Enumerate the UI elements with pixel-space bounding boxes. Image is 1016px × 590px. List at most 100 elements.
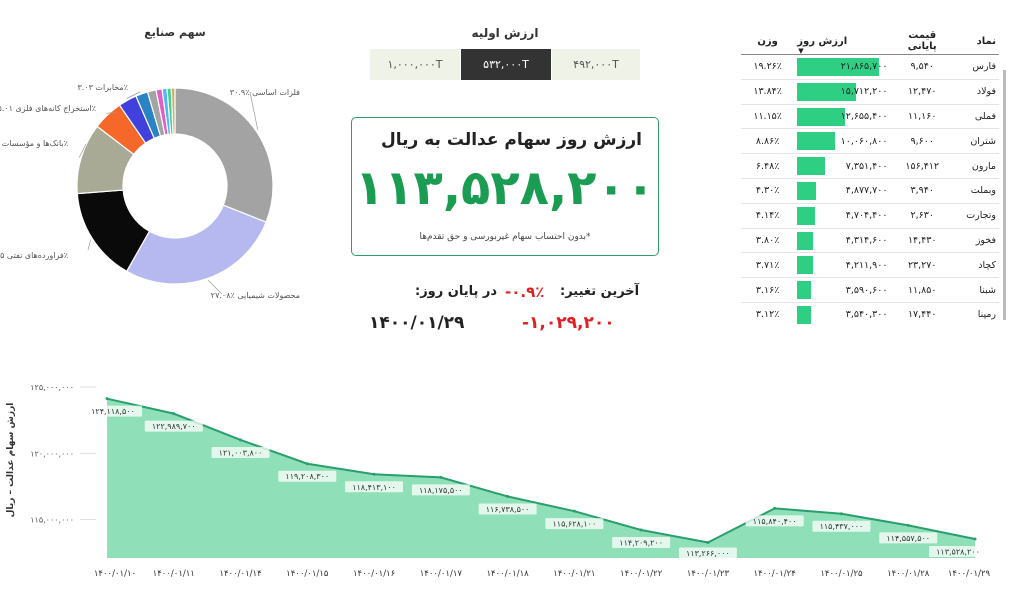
- x-tick-label: ۱۴۰۰/۰۱/۲۳: [687, 569, 730, 579]
- weight-cell: ۸.۸۶٪: [741, 128, 795, 155]
- initial-option-1000000[interactable]: ۱,۰۰۰,۰۰۰T: [370, 49, 460, 80]
- table-row[interactable]: فولاد ۱۲,۴۷۰ ۱۵,۷۱۲,۲۰۰ ۱۳.۸۴٪: [741, 79, 999, 105]
- data-point[interactable]: [439, 475, 443, 479]
- day-value-cell: ۴,۷۰۴,۴۰۰: [794, 203, 891, 229]
- card-title: ارزش روز سهام عدالت به ریال: [380, 130, 642, 150]
- area-fill: [107, 398, 975, 558]
- data-label-bg: [278, 470, 337, 482]
- data-label-bg: [345, 481, 404, 493]
- sort-descending-icon: ▼: [798, 47, 804, 55]
- day-value-bar: [797, 305, 811, 324]
- day-value-text: ۴,۳۱۴,۶۰۰: [845, 234, 888, 246]
- day-value-text: ۲۱,۸۶۵,۷۰۰: [840, 61, 888, 73]
- table-row[interactable]: فارس ۹,۵۴۰ ۲۱,۸۶۵,۷۰۰ ۱۹.۲۶٪: [741, 54, 999, 80]
- symbol-cell: رمپنا: [953, 302, 999, 324]
- donut-slice-label: ۳۰.۹٪ فلزات اساسی: [230, 88, 300, 97]
- data-label: ۱۱۹,۲۰۸,۳۰۰: [285, 472, 329, 481]
- x-tick-label: ۱۴۰۰/۰۱/۱۸: [486, 569, 529, 579]
- x-tick-label: ۱۴۰۰/۰۱/۲۴: [754, 569, 796, 579]
- day-value-text: ۳,۵۴۰,۳۰۰: [845, 309, 888, 321]
- header-symbol[interactable]: نماد: [953, 28, 999, 55]
- table-row[interactable]: وبملت ۳,۹۴۰ ۴,۸۷۷,۷۰۰ ۴.۳۰٪: [741, 178, 999, 204]
- data-point[interactable]: [973, 537, 977, 541]
- donut-leader-line: [78, 143, 87, 158]
- weight-cell: ۳.۷۱٪: [741, 252, 795, 279]
- day-value-bar: [797, 132, 835, 151]
- data-point[interactable]: [239, 438, 243, 442]
- day-value-text: ۱۵,۷۱۲,۲۰۰: [840, 86, 888, 98]
- data-point[interactable]: [773, 506, 777, 510]
- data-label: ۱۱۳,۵۲۸,۲۰۰: [936, 548, 980, 557]
- data-label-bg: [411, 484, 470, 496]
- donut-slice-label: بانک‌ها و مؤسسات ... ۱۱.۶٪: [0, 139, 68, 148]
- card-footnote: *بدون احتساب سهام غیربورسی و حق تقدم‌ها: [419, 232, 591, 242]
- table-row[interactable]: فملی ۱۱,۱۶۰ ۱۲,۶۵۵,۴۰۰ ۱۱.۱۵٪: [741, 104, 999, 130]
- data-point[interactable]: [105, 397, 109, 401]
- weight-cell: ۱۹.۲۶٪: [741, 54, 795, 80]
- data-point[interactable]: [372, 472, 376, 476]
- initial-option-532000[interactable]: ۵۳۲,۰۰۰T: [461, 49, 551, 80]
- data-point[interactable]: [305, 462, 309, 466]
- x-tick-label: ۱۴۰۰/۰۱/۱۶: [353, 569, 395, 579]
- day-value-cell: ۴,۸۷۷,۷۰۰: [794, 178, 891, 204]
- y-tick-label: ۱۲۵,۰۰۰,۰۰۰: [30, 383, 74, 392]
- data-label-bg: [879, 532, 938, 544]
- data-label: ۱۱۴,۵۵۷,۵۰۰: [886, 534, 930, 543]
- data-label-bg: [812, 520, 871, 532]
- day-value-bar: [797, 58, 880, 76]
- data-point[interactable]: [506, 494, 510, 498]
- day-value-bar: [797, 281, 811, 300]
- table-row[interactable]: رمپنا ۱۷,۴۴۰ ۳,۵۴۰,۳۰۰ ۳.۱۲٪: [741, 302, 999, 324]
- weight-cell: ۶.۴۸٪: [741, 153, 795, 179]
- day-value-bar: [797, 82, 857, 101]
- data-point[interactable]: [572, 509, 576, 513]
- data-label: ۱۲۱,۰۰۳,۸۰۰: [219, 448, 263, 457]
- data-label: ۱۱۵,۸۴۰,۴۰۰: [753, 517, 797, 526]
- y-axis-title: ارزش سهام عدالت – ریال: [6, 403, 16, 518]
- donut-slice[interactable]: [170, 87, 176, 135]
- data-label-bg: [929, 546, 987, 558]
- donut-leader-line: [207, 280, 223, 295]
- donut-slice-label: ۲۷.۰۸٪ محصولات شیمیایی: [211, 291, 300, 300]
- industry-donut-chart: ۳۰.۹٪ فلزات اساسی ۲۷.۰۸٪ محصولات شیمیایی ف…: [0, 83, 300, 300]
- table-row[interactable]: کچاد ۲۳,۲۷۰ ۴,۲۱۱,۹۰۰ ۳.۷۱٪: [741, 252, 999, 279]
- day-value-text: ۱۲,۶۵۵,۴۰۰: [840, 110, 888, 122]
- data-point[interactable]: [906, 523, 910, 527]
- header-price[interactable]: قیمت پایانی: [890, 28, 954, 55]
- data-point[interactable]: [172, 412, 176, 416]
- table-scrollbar[interactable]: [1003, 70, 1006, 320]
- table-row[interactable]: فخوز ۱۴,۴۳۰ ۴,۳۱۴,۶۰۰ ۳.۸۰٪: [741, 228, 999, 254]
- symbol-cell: وبملت: [953, 178, 999, 204]
- data-point[interactable]: [839, 512, 843, 516]
- last-change-amount: -۱,۰۲۹,۲۰۰: [522, 313, 615, 333]
- table-row[interactable]: شبنا ۱۱,۸۵۰ ۳,۵۹۰,۶۰۰ ۳.۱۶٪: [741, 277, 999, 303]
- data-label-bg: [745, 515, 804, 527]
- price-cell: ۱۱,۱۶۰: [890, 104, 954, 130]
- x-tick-label: ۱۴۰۰/۰۱/۱۵: [286, 569, 329, 579]
- symbol-cell: فخوز: [953, 228, 999, 254]
- header-day-value[interactable]: ارزش روز ▼: [794, 28, 891, 55]
- data-label: ۱۱۴,۲۰۹,۲۰۰: [619, 538, 663, 547]
- price-cell: ۲۳,۲۷۰: [890, 252, 954, 279]
- data-label-bg: [478, 503, 537, 515]
- day-value-cell: ۱۰,۰۶۰,۸۰۰: [794, 128, 891, 155]
- data-label-bg: [612, 536, 671, 548]
- x-tick-label: ۱۴۰۰/۰۱/۲۱: [553, 569, 595, 579]
- data-point[interactable]: [706, 540, 710, 544]
- weight-cell: ۳.۸۰٪: [741, 228, 795, 254]
- weight-cell: ۴.۱۴٪: [741, 203, 795, 229]
- data-label: ۱۱۳,۲۶۶,۰۰۰: [686, 549, 730, 558]
- donut-slice[interactable]: [174, 87, 274, 223]
- table-row[interactable]: وتجارت ۲,۶۳۰ ۴,۷۰۴,۴۰۰ ۴.۱۴٪: [741, 203, 999, 229]
- data-point[interactable]: [639, 528, 643, 532]
- donut-slice[interactable]: [125, 204, 267, 285]
- symbol-cell: فارس: [953, 54, 999, 80]
- y-tick-label: ۱۱۵,۰۰۰,۰۰۰: [30, 516, 74, 525]
- day-value-cell: ۴,۳۱۴,۶۰۰: [794, 228, 891, 254]
- day-value-bar: [797, 157, 825, 176]
- initial-option-492000[interactable]: ۴۹۲,۰۰۰T: [552, 49, 640, 80]
- table-row[interactable]: مارون ۱۵۶,۴۱۲ ۷,۳۵۱,۴۰۰ ۶.۴۸٪: [741, 153, 999, 179]
- day-value-bar: [797, 107, 845, 126]
- header-weight[interactable]: وزن: [741, 28, 795, 55]
- table-row[interactable]: شتران ۹,۶۰۰ ۱۰,۰۶۰,۸۰۰ ۸.۸۶٪: [741, 128, 999, 155]
